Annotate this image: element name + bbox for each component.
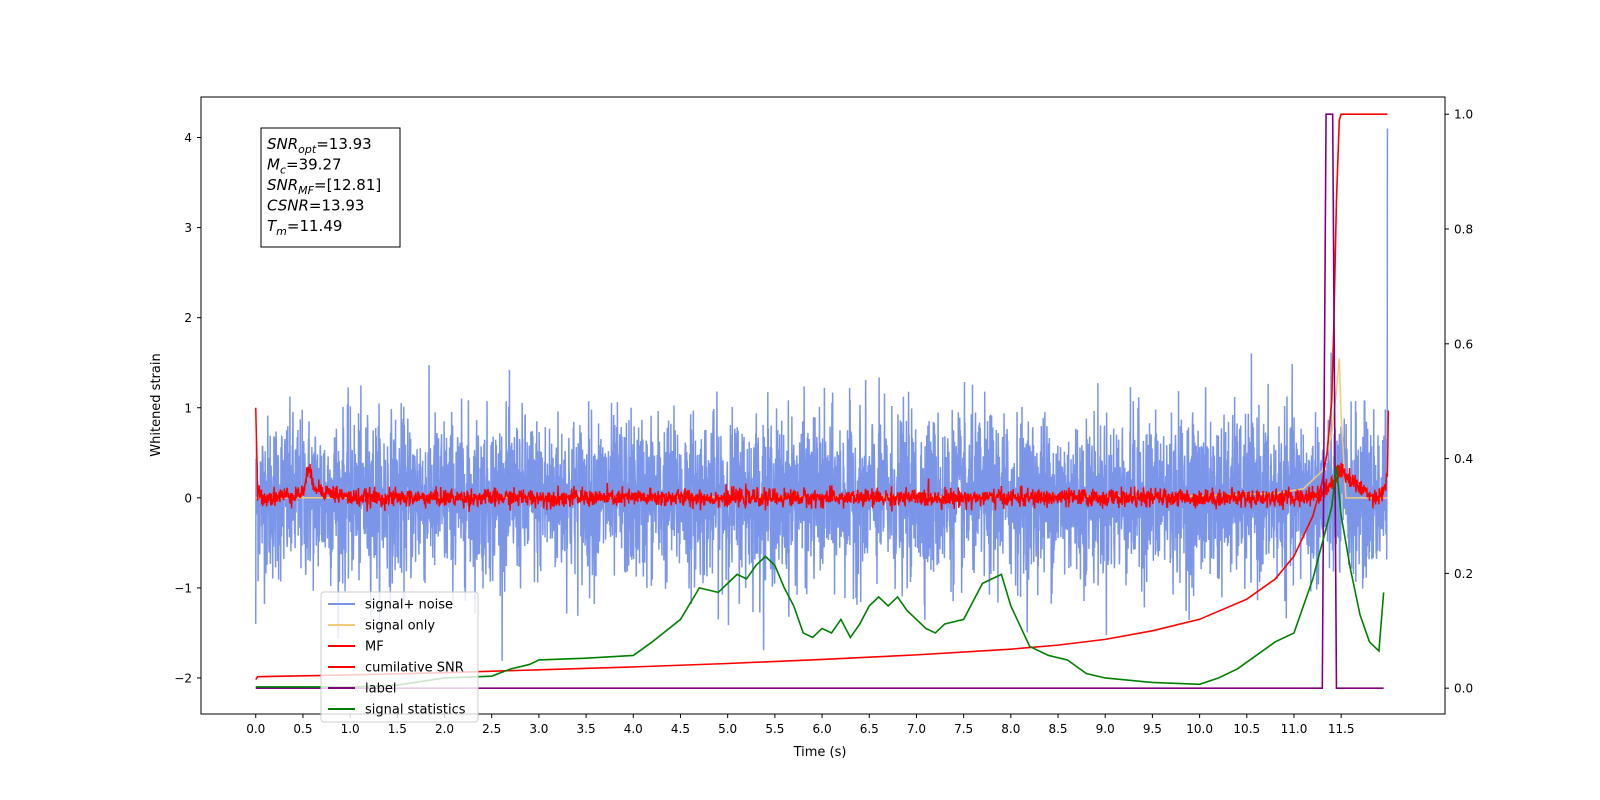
annotation-line: Mc=39.27 — [267, 156, 342, 177]
annotation-line: SNRopt=13.93 — [267, 135, 372, 156]
series-mf-line — [254, 407, 1390, 512]
x-tick-label: 4.0 — [624, 722, 643, 736]
annotation-value: =13.93 — [316, 135, 372, 153]
y-axis-label: Whitened strain — [149, 353, 164, 456]
annotation-line: SNRMF=[12.81] — [267, 176, 381, 197]
annotation-symbol: M — [267, 156, 280, 174]
annotation-frame — [260, 127, 401, 248]
series-signal-noise-line — [254, 128, 1389, 661]
x-tick-label: 7.0 — [907, 722, 926, 736]
series-layer — [254, 113, 1390, 689]
annotation-subscript: opt — [298, 143, 317, 156]
annotation-symbol: SNR — [267, 135, 298, 153]
x-tick-label: 6.5 — [860, 722, 879, 736]
legend-label: MF — [365, 640, 384, 655]
annotation-value: =[12.81] — [314, 176, 381, 194]
legend-label: label — [365, 682, 396, 697]
annotation-value: =13.93 — [309, 197, 365, 215]
x-tick-label: 2.5 — [482, 722, 501, 736]
x-tick-label: 3.5 — [577, 722, 596, 736]
series-label-line — [255, 113, 1384, 689]
y-tick-label: 2 — [184, 311, 192, 325]
annotation-line: CSNR=13.93 — [267, 197, 364, 215]
x-tick-label: 9.0 — [1096, 722, 1115, 736]
x-tick-label: 0.0 — [246, 722, 265, 736]
annotation-subscript: MF — [298, 184, 314, 197]
x-axis-label: Time (s) — [793, 745, 847, 760]
y2-tick-label: 0.2 — [1454, 567, 1473, 581]
legend-label: cumilative SNR — [365, 661, 464, 676]
y2-tick-label: 0.0 — [1454, 682, 1473, 696]
annotation-symbol: SNR — [267, 176, 298, 194]
plot-area-frame — [200, 96, 1446, 715]
series-signal-only-line — [255, 358, 1388, 499]
x-tick-label: 10.5 — [1233, 722, 1260, 736]
annotation-symbol: T — [267, 217, 278, 235]
x-tick-label: 8.5 — [1048, 722, 1067, 736]
legend-label: signal statistics — [365, 703, 466, 718]
x-tick-label: 10.0 — [1186, 722, 1213, 736]
annotation-subscript: c — [280, 164, 286, 177]
series-signal-noise-layer — [254, 128, 1389, 661]
y-axis-right: 1.0 0.8 0.6 0.4 0.2 0.0 — [1445, 108, 1473, 696]
x-tick-label: 1.0 — [341, 722, 360, 736]
x-tick-label: 0.5 — [293, 722, 312, 736]
x-tick-label: 9.5 — [1143, 722, 1162, 736]
y2-tick-label: 1.0 — [1454, 108, 1473, 122]
y2-tick-label: 0.4 — [1454, 452, 1473, 466]
x-axis: 0.0 0.5 1.0 1.5 2.0 2.5 3.0 3.5 4.0 4.5 5.0 5.5 6.0 6… — [246, 714, 1355, 736]
y2-tick-label: 0.6 — [1454, 337, 1473, 351]
annotation-line: Tm=11.49 — [267, 217, 342, 238]
legend-frame — [320, 591, 479, 723]
annotation-subscript: m — [276, 225, 287, 238]
y-tick-label: 3 — [184, 221, 192, 235]
y-tick-label: 0 — [184, 491, 192, 505]
y2-tick-label: 0.8 — [1454, 223, 1473, 237]
x-tick-label: 6.0 — [813, 722, 832, 736]
series-cumilative-snr-line — [255, 113, 1388, 680]
legend: signal+ noise signal only MF cumilative SNR… — [320, 591, 479, 723]
x-tick-label: 5.5 — [765, 722, 784, 736]
x-tick-label: 1.5 — [388, 722, 407, 736]
legend-label: signal only — [365, 619, 435, 634]
legend-label: signal+ noise — [365, 598, 453, 613]
y-tick-label: 4 — [184, 131, 192, 145]
y-tick-label: −2 — [174, 671, 192, 685]
y-tick-label: −1 — [174, 581, 192, 595]
annotation-symbol: CSNR — [267, 197, 309, 215]
x-tick-label: 7.5 — [954, 722, 973, 736]
y-axis-left: 4 3 2 1 0 −1 −2 — [174, 131, 201, 685]
annotation-value: =39.27 — [286, 156, 342, 174]
x-tick-label: 3.0 — [529, 722, 548, 736]
x-tick-label: 2.0 — [435, 722, 454, 736]
x-tick-label: 4.5 — [671, 722, 690, 736]
series-signal-statistics-line — [255, 466, 1385, 688]
x-tick-label: 11.0 — [1281, 722, 1308, 736]
x-tick-label: 8.0 — [1001, 722, 1020, 736]
x-tick-label: 5.0 — [718, 722, 737, 736]
x-tick-label: 11.5 — [1328, 722, 1355, 736]
y-tick-label: 1 — [184, 401, 192, 415]
annotation-box: SNRopt=13.93Mc=39.27SNRMF=[12.81]CSNR=13… — [260, 127, 401, 248]
annotation-value: =11.49 — [287, 217, 343, 235]
